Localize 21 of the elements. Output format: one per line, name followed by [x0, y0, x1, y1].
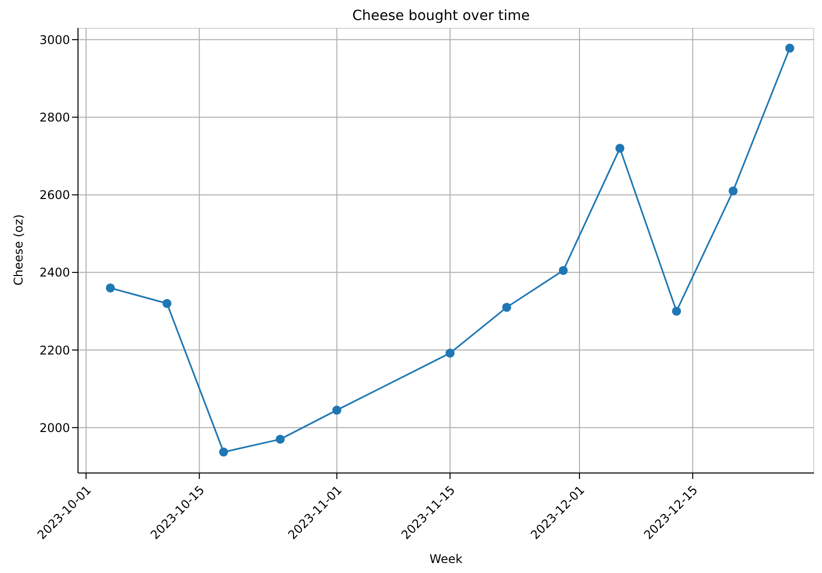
point: [728, 186, 738, 196]
y-tick-label: 3000: [39, 32, 70, 47]
point: [219, 448, 228, 457]
point: [162, 298, 172, 308]
y-axis-title: Cheese (oz): [11, 214, 26, 286]
point: [276, 434, 285, 444]
point: [558, 266, 568, 275]
chart-title: Cheese bought over time: [351, 8, 531, 26]
y-tick-label: 2800: [39, 110, 70, 124]
y-tick-label: 2000: [39, 420, 70, 435]
y-tick-label: 2200: [39, 343, 70, 358]
point: [672, 306, 682, 316]
point: [502, 302, 512, 312]
point: [785, 44, 794, 53]
point: [106, 283, 115, 292]
point: [615, 144, 624, 153]
point: [332, 406, 342, 415]
point: [446, 348, 455, 358]
x-axis-title: Week: [430, 552, 462, 566]
y-tick-label: 2400: [39, 266, 70, 280]
y-tick-label: 2600: [39, 188, 70, 202]
